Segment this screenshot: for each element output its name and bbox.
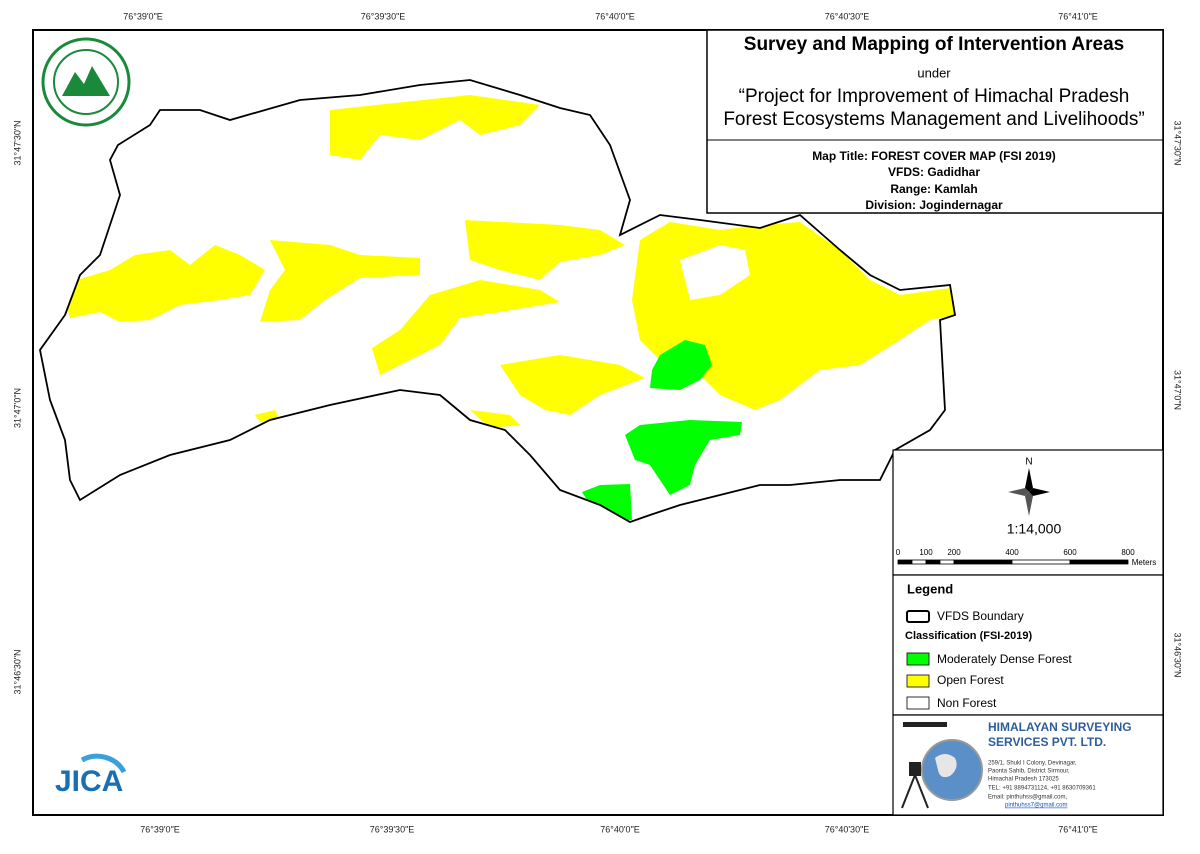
non-forest-gap: [680, 245, 750, 300]
lon-label: 76°39'0"E: [140, 824, 180, 834]
forest-cover: [60, 95, 955, 520]
lon-label: 76°39'0"E: [123, 11, 163, 21]
legend-boundary-swatch: [906, 610, 930, 623]
scale-label: 200: [947, 548, 961, 557]
scale-label: 100: [919, 548, 933, 557]
company-logo: [901, 722, 983, 809]
legend-item: Moderately Dense Forest: [937, 652, 1072, 666]
legend-classification: Classification (FSI-2019): [905, 630, 1032, 642]
scale-ratio: 1:14,000: [1007, 521, 1062, 537]
open-forest-patch: [470, 410, 520, 428]
legend-swatch: [906, 652, 930, 666]
legend-item: Open Forest: [937, 673, 1004, 687]
legend-item: Non Forest: [937, 696, 997, 710]
open-forest-patch: [260, 240, 420, 322]
dense-forest-patch: [625, 420, 742, 495]
detail: Map Title: FOREST COVER MAP (FSI 2019): [812, 149, 1056, 163]
scale-label: 0: [896, 548, 901, 557]
open-forest-patch: [60, 245, 265, 322]
north-label: N: [1025, 457, 1032, 468]
project-line: “Project for Improvement of Himachal Pra…: [739, 86, 1130, 107]
project-line: Forest Ecosystems Management and Livelih…: [723, 109, 1144, 130]
company-name: HIMALAYAN SURVEYING: [988, 720, 1132, 734]
lat-label: 31°46'30"N: [12, 649, 22, 694]
lon-label: 76°41'0"E: [1058, 824, 1098, 834]
forest-dept-logo: [41, 37, 131, 127]
legend-swatch: [906, 674, 930, 688]
detail: VFDS: Gadidhar: [888, 165, 980, 179]
address-line: TEL: +91 8894731124, +91 8630709361: [988, 786, 1096, 792]
longitude-labels: 76°39'0"E 76°39'30"E 76°40'0"E 76°40'30"…: [123, 11, 1098, 834]
address-line: 259/1, Shukl I Colony, Devinagar,: [988, 761, 1077, 767]
lat-label: 31°47'0"N: [1173, 370, 1183, 410]
title-texts: Survey and Mapping of Intervention Areas…: [723, 34, 1144, 212]
lon-label: 76°40'30"E: [825, 11, 870, 21]
company-name: SERVICES PVT. LTD.: [988, 735, 1106, 749]
lon-label: 76°40'0"E: [600, 824, 640, 834]
open-forest-patch: [372, 280, 560, 375]
title: Survey and Mapping of Intervention Areas: [744, 34, 1124, 55]
dense-forest-patch: [650, 340, 712, 390]
legend-swatch: [906, 696, 930, 710]
jica-logo: JICA: [55, 753, 127, 798]
address-line: Paonta Sahib, District Sirmour,: [988, 769, 1070, 775]
lat-label: 31°47'0"N: [12, 388, 22, 428]
legend-box: [892, 574, 1164, 716]
address-line: Himachal Pradesh 173025: [988, 777, 1059, 783]
scale-label: 800: [1121, 548, 1135, 557]
lon-label: 76°39'30"E: [370, 824, 415, 834]
jica-text: JICA: [55, 765, 123, 798]
lon-label: 76°41'0"E: [1058, 11, 1098, 21]
legend-title: Legend: [907, 581, 953, 596]
lon-label: 76°39'30"E: [361, 11, 406, 21]
open-forest-patch: [330, 95, 540, 160]
scale-labels: 0 100 200 400 600 800 Meters: [896, 548, 1156, 567]
vfds-boundary: [39, 79, 957, 523]
scale-bar: [897, 559, 1129, 565]
latitude-labels: 31°47'30"N 31°47'0"N 31°46'30"N 31°47'30…: [12, 120, 1182, 694]
under: under: [917, 65, 951, 80]
detail: Range: Kamlah: [890, 182, 977, 196]
lon-label: 76°40'0"E: [595, 11, 635, 21]
lon-label: 76°40'30"E: [825, 824, 870, 834]
lat-label: 31°46'30"N: [1173, 632, 1183, 677]
dense-forest-patches: [582, 340, 742, 520]
open-forest-patch: [500, 355, 645, 415]
scale-unit: Meters: [1132, 558, 1156, 567]
scale-box: [892, 449, 1164, 576]
scale-label: 600: [1063, 548, 1077, 557]
north-arrow: [1008, 468, 1050, 516]
lat-label: 31°47'30"N: [1173, 120, 1183, 165]
address-line: Email: pinthuhss@gmail.com,: [988, 795, 1067, 801]
company-address: 259/1, Shukl I Colony, Devinagar, Paonta…: [988, 761, 1096, 809]
title-block: [706, 29, 1164, 214]
company-box: [892, 714, 1164, 816]
dense-forest-patch: [582, 484, 632, 520]
lat-label: 31°47'30"N: [12, 120, 22, 165]
legend-boundary: VFDS Boundary: [937, 609, 1024, 623]
detail: Division: Jogindernagar: [865, 198, 1003, 212]
address-line: pinthuhss7@gmail.com: [1005, 803, 1067, 809]
open-forest-patch: [465, 220, 625, 280]
scale-label: 400: [1005, 548, 1019, 557]
